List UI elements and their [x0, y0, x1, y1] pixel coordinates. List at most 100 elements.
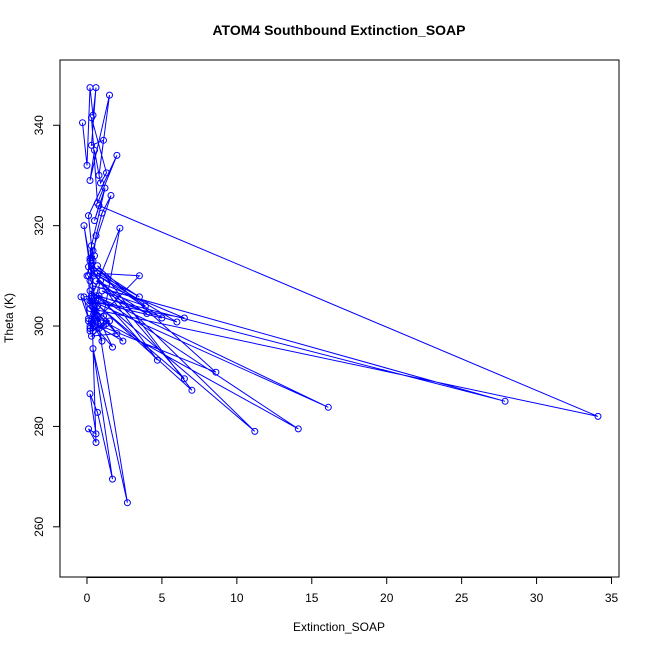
- data-point: [98, 337, 106, 345]
- data-point: [86, 277, 94, 285]
- data-point: [94, 408, 101, 416]
- data-point: [106, 317, 113, 325]
- data-point: [92, 307, 100, 315]
- data-point: [123, 499, 131, 507]
- data-point: [88, 114, 95, 122]
- data-point: [119, 337, 127, 345]
- data-point: [294, 425, 302, 433]
- y-tick-label: 280: [32, 416, 46, 436]
- data-point: [95, 171, 103, 179]
- data-point: [89, 302, 97, 310]
- data-point: [109, 475, 116, 483]
- x-tick-label: 20: [380, 591, 394, 605]
- data-point: [83, 272, 91, 280]
- data-point: [135, 293, 143, 301]
- data-point: [97, 277, 104, 285]
- data-point: [135, 272, 143, 280]
- data-point: [158, 314, 166, 322]
- data-point: [89, 345, 97, 353]
- x-tick-label: 5: [159, 591, 166, 605]
- data-point: [88, 292, 95, 300]
- data-point: [594, 412, 602, 420]
- data-point: [91, 146, 98, 154]
- data-point: [143, 310, 151, 317]
- data-point: [324, 403, 332, 411]
- data-point: [88, 294, 95, 302]
- data-point: [100, 136, 107, 144]
- x-tick-label: 15: [305, 591, 319, 605]
- data-point: [89, 282, 97, 290]
- data-point: [86, 390, 94, 398]
- data-point: [92, 84, 100, 92]
- data-point: [79, 119, 86, 127]
- data-point: [77, 293, 85, 301]
- data-point: [91, 312, 98, 320]
- data-point: [212, 368, 220, 376]
- x-tick-label: 10: [230, 591, 244, 605]
- data-point: [92, 439, 100, 446]
- data-point: [116, 224, 124, 232]
- data-point: [107, 192, 115, 199]
- series-layer: [77, 84, 602, 507]
- data-point: [80, 222, 88, 230]
- data-point: [86, 287, 94, 295]
- data-point: [85, 425, 92, 433]
- data-point: [100, 322, 107, 330]
- data-point: [180, 314, 188, 322]
- data-point: [88, 262, 95, 270]
- data-point: [88, 317, 95, 325]
- x-tick-label: 35: [605, 591, 619, 605]
- data-point: [80, 293, 88, 301]
- data-point: [113, 151, 121, 159]
- data-point: [103, 169, 110, 177]
- data-point: [180, 375, 188, 383]
- data-point: [89, 247, 97, 255]
- data-point: [94, 302, 101, 310]
- data-point: [88, 332, 95, 340]
- data-point: [86, 327, 94, 335]
- data-point: [95, 202, 103, 210]
- data-point: [501, 397, 509, 405]
- x-tick-label: 0: [84, 591, 91, 605]
- data-point: [98, 209, 106, 217]
- data-point: [98, 287, 106, 295]
- data-point: [91, 269, 98, 277]
- x-tick-label: 25: [455, 591, 469, 605]
- data-point: [97, 317, 104, 325]
- data-point: [109, 343, 116, 351]
- data-point: [100, 312, 107, 320]
- y-tick-label: 300: [32, 316, 46, 336]
- data-point: [85, 212, 92, 220]
- x-axis: 0 5 10 15 20 25 30 35: [84, 577, 619, 605]
- data-point: [86, 322, 94, 330]
- data-point: [88, 141, 95, 149]
- data-point: [97, 179, 104, 187]
- y-tick-label: 340: [32, 115, 46, 135]
- data-point: [94, 269, 101, 277]
- data-point: [92, 430, 100, 438]
- data-point: [88, 242, 95, 250]
- data-point: [92, 232, 100, 240]
- data-point: [91, 217, 98, 225]
- data-point: [83, 161, 91, 169]
- chart-title: ATOM4 Southbound Extinction_SOAP: [212, 22, 465, 38]
- data-point: [95, 294, 103, 302]
- data-point: [141, 302, 149, 310]
- data-point: [173, 318, 181, 326]
- data-point: [86, 177, 94, 184]
- y-tick-label: 320: [32, 215, 46, 235]
- y-axis-label: Theta (K): [2, 293, 16, 343]
- x-axis-label: Extinction_SOAP: [293, 620, 385, 634]
- data-point: [101, 184, 109, 192]
- data-point: [95, 292, 103, 300]
- data-point: [89, 327, 97, 335]
- data-point: [188, 386, 196, 394]
- data-point: [153, 356, 161, 364]
- data-point: [88, 259, 95, 267]
- x-tick-label: 30: [530, 591, 544, 605]
- data-point: [91, 252, 98, 260]
- y-tick-label: 260: [32, 516, 46, 536]
- y-axis: 260 280 300 320 340: [32, 115, 60, 537]
- data-point: [113, 330, 121, 338]
- data-point: [106, 91, 113, 99]
